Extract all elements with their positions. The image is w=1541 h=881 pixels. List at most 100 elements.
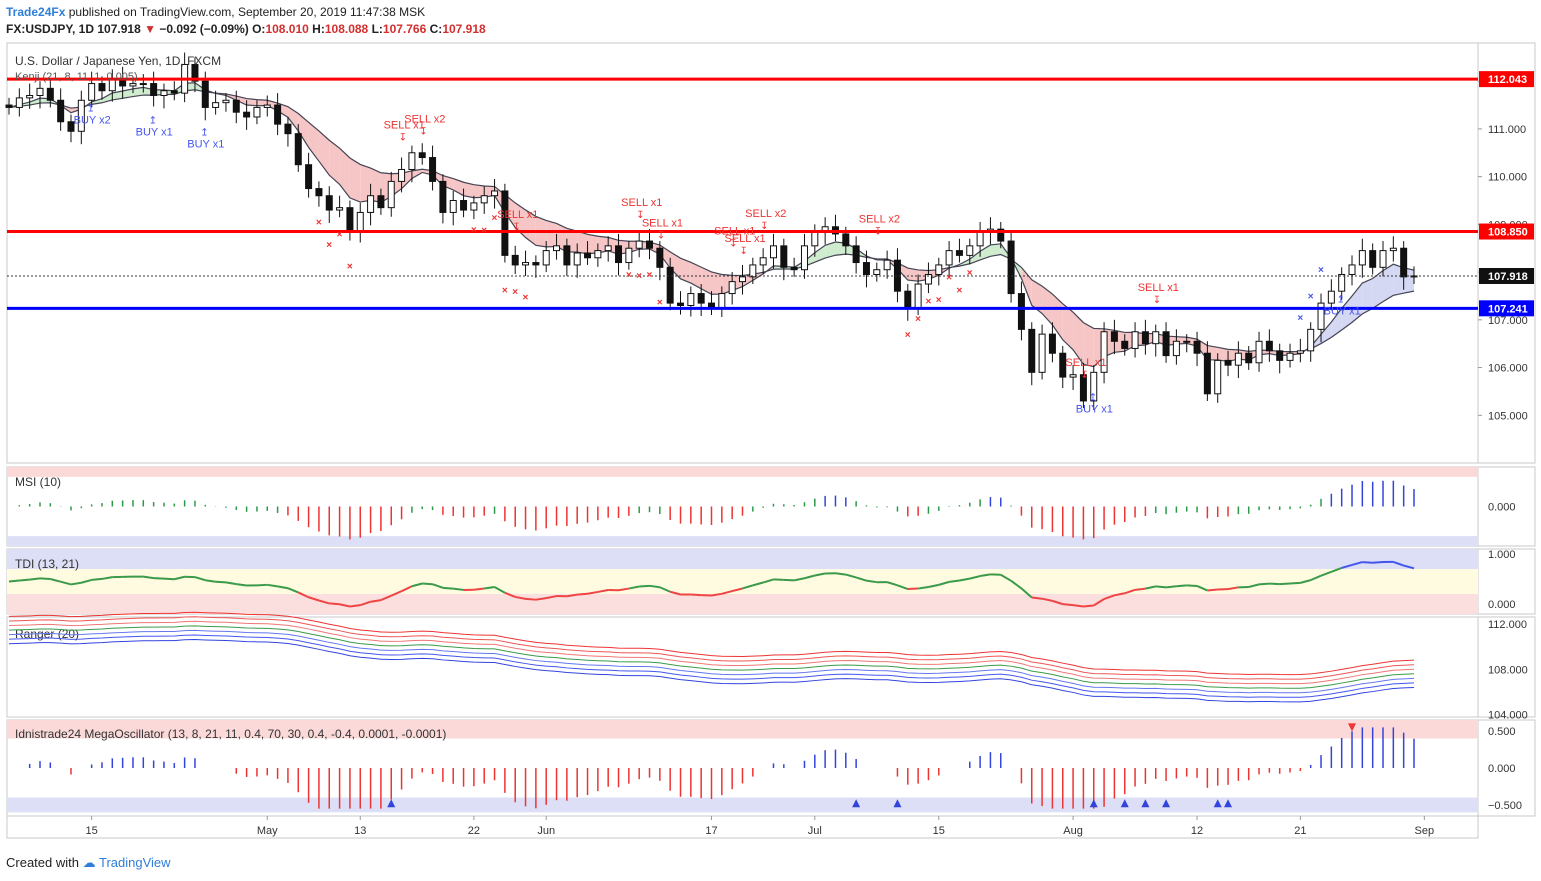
signal-x-marker: × <box>512 287 518 298</box>
buy-signal-label: BUY x1 <box>187 138 224 150</box>
kenji-cloud-segment <box>670 251 681 279</box>
candle-body <box>1358 250 1366 266</box>
tdi-line-segment <box>494 586 506 594</box>
candle-body <box>1193 340 1201 354</box>
sell-signal-label: SELL x1 <box>621 197 662 209</box>
candle-body <box>573 252 581 266</box>
candle-body <box>336 207 344 211</box>
kenji-cloud-segment <box>287 106 299 131</box>
sell-signal-marker: ↧ <box>1153 295 1161 306</box>
tdi-line-segment <box>1331 566 1343 573</box>
candle-body <box>15 97 23 108</box>
tdi-line-segment <box>1134 587 1146 591</box>
candle-body <box>511 254 519 266</box>
kenji-cloud-segment <box>370 168 381 203</box>
kenji-cloud-segment <box>308 122 319 162</box>
candle-body <box>976 231 984 247</box>
signal-x-marker: × <box>647 270 653 281</box>
mega-price-axis <box>1477 719 1536 817</box>
candle-body <box>1286 352 1294 361</box>
kenji-cloud-segment <box>112 90 123 100</box>
tdi-line-segment <box>587 590 599 595</box>
sell-signal-label: SELL x1 <box>1065 357 1106 369</box>
candle-body <box>418 152 426 159</box>
candle-body <box>1348 264 1356 275</box>
kenji-cloud-segment <box>360 164 371 203</box>
tdi-line-segment <box>928 583 939 588</box>
candle-body <box>1038 333 1046 373</box>
kenji-cloud-segment <box>1031 279 1043 314</box>
tdi-line-segment <box>711 592 722 597</box>
signal-x-marker: × <box>316 218 322 229</box>
candle-body <box>139 83 147 86</box>
sell-signal-label: SELL x1 <box>724 233 765 245</box>
tdi-line-segment <box>432 583 444 589</box>
tdi-line-segment <box>525 597 536 601</box>
tdi-line-segment <box>277 585 289 590</box>
tdi-line-segment <box>29 577 41 581</box>
candle-body <box>367 195 375 213</box>
tdi-line-segment <box>91 577 103 581</box>
tdi-line-segment <box>422 582 433 586</box>
tradingview-brand[interactable]: TradingView <box>99 855 171 870</box>
candle-body <box>284 123 292 135</box>
kenji-cloud-segment <box>256 99 268 106</box>
symbol-label: FX:USDJPY, 1D <box>6 22 95 36</box>
tdi-line-segment <box>308 596 320 602</box>
kenji-cloud-segment <box>339 148 350 198</box>
tdi-line-segment <box>783 578 795 582</box>
footer: Created with ☁ TradingView <box>6 855 171 871</box>
candle-body <box>862 262 870 275</box>
signal-x-marker: × <box>1308 291 1314 302</box>
tdi-line-segment <box>8 579 20 583</box>
tdi-line-segment <box>515 595 526 600</box>
tdi-line-segment <box>1176 584 1187 588</box>
candle-body <box>1172 340 1180 357</box>
candle-body <box>914 283 922 309</box>
tdi-line-segment <box>267 583 278 588</box>
msi-upper-band <box>7 467 1478 477</box>
kenji-slow-line <box>8 89 1415 353</box>
tdi-line-segment <box>205 579 216 583</box>
candle-body <box>1265 340 1273 352</box>
price-tick-label: 105.000 <box>1488 410 1528 422</box>
kenji-cloud-segment <box>907 268 919 282</box>
candle-body <box>873 269 881 275</box>
ranger-band-line <box>8 629 1415 694</box>
candle-body <box>1141 331 1149 345</box>
kenji-cloud-segment <box>1321 321 1332 344</box>
sell-signal-marker: ↧ <box>760 221 768 232</box>
kenji-cloud-segment <box>246 98 257 106</box>
msi-pane: MSI (10) 0.000 <box>6 466 1536 547</box>
sell-signal-marker: ↧ <box>739 246 747 257</box>
publisher-name[interactable]: Trade24Fx <box>6 5 66 19</box>
time-tick-label: 13 <box>354 825 366 837</box>
candle-body <box>1389 247 1397 252</box>
candle-body <box>811 231 819 247</box>
tdi-line-segment <box>752 581 764 587</box>
signal-x-marker: × <box>967 268 973 279</box>
candle-body <box>88 83 96 101</box>
candle-body <box>57 99 65 123</box>
candle-body <box>615 245 623 264</box>
tdi-line-segment <box>1020 587 1033 599</box>
time-tick-label: 22 <box>468 825 480 837</box>
tdi-line-segment <box>256 583 268 587</box>
candle-body <box>1131 331 1139 349</box>
candle-body <box>1100 331 1108 373</box>
price-change: −0.092 (−0.09%) <box>159 22 249 36</box>
kenji-cloud-segment <box>980 244 991 260</box>
tdi-line-segment <box>153 577 165 580</box>
time-tick-label: May <box>257 825 278 837</box>
signal-x-marker: × <box>502 285 508 296</box>
candle-body <box>439 180 447 213</box>
mega-buy-triangle <box>1224 799 1233 808</box>
msi-lower-band <box>7 536 1478 546</box>
candle-body <box>77 99 85 132</box>
tdi-line-segment <box>1341 563 1353 569</box>
time-tick-label: 15 <box>86 825 98 837</box>
candle-body <box>1379 250 1387 268</box>
candle-body <box>1090 371 1098 402</box>
kenji-cloud-segment <box>990 243 1001 257</box>
